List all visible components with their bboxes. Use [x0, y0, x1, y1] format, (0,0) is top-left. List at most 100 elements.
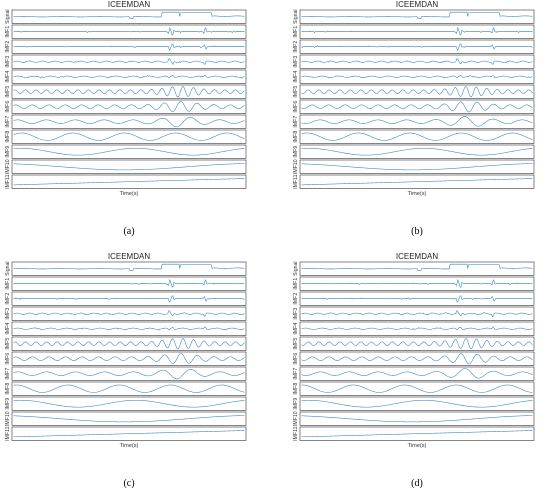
subplot-frame: [299, 99, 535, 114]
series-line-imf3: [301, 310, 533, 318]
series-line-imf8: [13, 132, 245, 141]
row-label-imf8: IMF8: [5, 131, 11, 143]
subplot-frame: [11, 24, 247, 39]
subplot-frame: [11, 84, 247, 99]
row-label-imf5: IMF5: [293, 86, 299, 98]
series-line-imf2: [13, 43, 245, 51]
chart-svg-c: ICEEMDAN Signal IMF1 IMF2 IMF3 IMF4 IMF5 IMF6 IM…: [5, 252, 247, 489]
decomposition-panel-a: ICEEMDAN Signal IMF1 IMF2 IMF3 IMF4 IMF5 IMF6 IM…: [2, 0, 257, 240]
row-label-imf4: IMF4: [5, 323, 11, 335]
row-label-imf5: IMF5: [5, 338, 11, 350]
chart-title-b: ICEEMDAN: [396, 0, 438, 9]
series-line-imf3: [13, 58, 245, 65]
series-line-imf1: [13, 278, 245, 288]
series-line-imf10: [13, 415, 245, 423]
series-line-imf7: [301, 116, 533, 127]
row-label-imf1: IMF1: [5, 278, 11, 290]
subplot-frame: [11, 396, 247, 411]
row-label-signal: Signal: [293, 261, 299, 275]
series-line-imf10: [301, 415, 533, 423]
row-label-imf8: IMF8: [5, 383, 11, 395]
series-line-imf5: [301, 86, 533, 98]
series-line-signal: [301, 263, 533, 271]
subplot-frame: [11, 39, 247, 54]
series-line-imf11: [13, 430, 245, 438]
subplot-frame: [299, 54, 535, 69]
row-label-imf11: IMF11: [293, 426, 299, 440]
series-line-imf6: [13, 353, 245, 364]
subplot-frame: [299, 9, 535, 24]
series-line-imf9: [13, 399, 245, 408]
x-axis-label-c: Time(s): [120, 443, 139, 449]
row-label-imf6: IMF6: [293, 101, 299, 113]
series-line-imf11: [13, 178, 245, 186]
row-label-imf9: IMF9: [5, 398, 11, 410]
series-line-signal: [13, 263, 245, 271]
row-label-imf9: IMF9: [293, 146, 299, 158]
row-label-imf2: IMF2: [5, 293, 11, 305]
series-line-imf11: [301, 178, 533, 186]
panel-caption-c: (c): [123, 478, 134, 489]
row-label-imf9: IMF9: [293, 398, 299, 410]
row-label-imf5: IMF5: [293, 338, 299, 350]
row-label-imf11: IMF11: [5, 174, 11, 188]
series-line-imf8: [13, 384, 245, 393]
series-line-signal: [13, 11, 245, 19]
row-label-imf2: IMF2: [293, 41, 299, 53]
subplot-frame: [11, 411, 247, 426]
chart-svg-b: ICEEMDAN Signal IMF1 IMF2 IMF3 IMF4 IMF5 IMF6 IM…: [293, 0, 535, 237]
series-line-imf4: [13, 74, 245, 79]
subplot-frame: [299, 291, 535, 306]
series-line-imf4: [13, 326, 245, 331]
subplot-frame: [11, 381, 247, 396]
series-line-imf7: [13, 116, 245, 128]
subplot-frame: [299, 24, 535, 39]
subplot-frame: [11, 321, 247, 336]
series-line-imf10: [13, 163, 245, 171]
panel-caption-a: (a): [123, 226, 134, 237]
row-label-imf8: IMF8: [293, 131, 299, 143]
row-label-imf11: IMF11: [5, 426, 11, 440]
series-line-imf2: [301, 295, 533, 303]
series-line-imf8: [301, 384, 533, 393]
subplot-frame: [299, 276, 535, 291]
subplot-frame: [299, 306, 535, 321]
series-line-imf9: [13, 147, 245, 156]
series-line-imf1: [13, 26, 245, 36]
subplot-frame: [299, 351, 535, 366]
chart-title-d: ICEEMDAN: [396, 252, 438, 261]
row-label-imf1: IMF1: [5, 26, 11, 38]
decomposition-panel-c: ICEEMDAN Signal IMF1 IMF2 IMF3 IMF4 IMF5 IMF6 IM…: [2, 252, 257, 492]
row-label-imf4: IMF4: [293, 323, 299, 335]
row-label-imf4: IMF4: [293, 71, 299, 83]
series-line-imf1: [301, 278, 533, 288]
row-label-imf8: IMF8: [293, 383, 299, 395]
series-line-imf3: [13, 310, 245, 317]
series-line-imf11: [301, 430, 533, 438]
subplot-frame: [299, 396, 535, 411]
row-label-imf6: IMF6: [5, 101, 11, 113]
subplot-frame: [11, 114, 247, 129]
subplot-frame: [299, 261, 535, 276]
row-label-imf10: IMF10: [293, 411, 299, 426]
series-line-imf4: [301, 74, 533, 79]
row-label-imf1: IMF1: [293, 26, 299, 38]
row-label-imf2: IMF2: [293, 293, 299, 305]
subplot-frame: [11, 54, 247, 69]
series-line-imf5: [301, 338, 533, 350]
row-label-imf9: IMF9: [5, 146, 11, 158]
series-line-imf3: [301, 58, 533, 65]
series-line-imf5: [13, 86, 245, 98]
series-line-imf2: [301, 43, 533, 51]
row-label-imf6: IMF6: [5, 353, 11, 365]
subplot-frame: [299, 159, 535, 174]
subplot-frame: [11, 306, 247, 321]
subplot-frame: [11, 426, 247, 441]
subplot-frame: [11, 129, 247, 144]
subplot-frame: [299, 336, 535, 351]
x-axis-label-a: Time(s): [120, 191, 139, 197]
series-line-imf10: [301, 163, 533, 171]
row-label-imf7: IMF7: [5, 368, 11, 380]
row-label-imf7: IMF7: [293, 116, 299, 128]
row-label-imf1: IMF1: [293, 278, 299, 290]
